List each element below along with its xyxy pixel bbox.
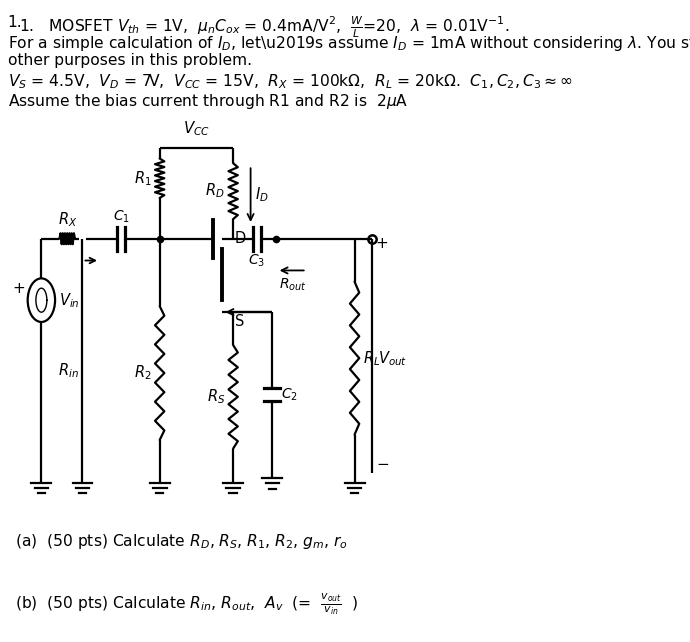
Text: $R_S$: $R_S$ — [207, 388, 225, 406]
Text: $V_{out}$: $V_{out}$ — [378, 349, 407, 367]
Text: $R_2$: $R_2$ — [134, 364, 152, 383]
Text: $R_1$: $R_1$ — [134, 169, 152, 187]
Text: $R_D$: $R_D$ — [206, 182, 225, 200]
Text: $R_X$: $R_X$ — [57, 210, 77, 229]
Text: $C_3$: $C_3$ — [248, 252, 266, 269]
Text: +: + — [376, 236, 388, 251]
Text: 1.: 1. — [8, 15, 22, 30]
Text: Assume the bias current through R1 and R2 is  2$\mu$A: Assume the bias current through R1 and R… — [8, 92, 408, 111]
Text: D: D — [235, 231, 246, 247]
Text: $C_2$: $C_2$ — [281, 386, 298, 403]
Text: (b)  (50 pts) Calculate $R_{in}$, $R_{out}$,  $A_v$  (=  $\frac{v_{out}}{v_{in}}: (b) (50 pts) Calculate $R_{in}$, $R_{out… — [15, 592, 359, 617]
Text: 1.   MOSFET $V_{th}$ = 1V,  $\mu_n C_{ox}$ = 0.4mA/V$^2$,  $\frac{W}{L}$=20,  $\: 1. MOSFET $V_{th}$ = 1V, $\mu_n C_{ox}$ … — [19, 15, 509, 40]
Text: (a)  (50 pts) Calculate $R_D$, $R_S$, $R_1$, $R_2$, $g_m$, $r_o$: (a) (50 pts) Calculate $R_D$, $R_S$, $R_… — [15, 532, 348, 551]
Text: $C_1$: $C_1$ — [112, 209, 130, 225]
Text: For a simple calculation of $I_D$, let\u2019s assume $I_D$ = 1mA without conside: For a simple calculation of $I_D$, let\u… — [8, 34, 690, 53]
Text: $-$: $-$ — [376, 455, 389, 470]
Text: $R_{in}$: $R_{in}$ — [58, 361, 79, 380]
Text: S: S — [235, 314, 244, 329]
Text: +: + — [12, 281, 26, 296]
Text: $V_{CC}$: $V_{CC}$ — [183, 119, 210, 137]
Text: $I_D$: $I_D$ — [255, 186, 268, 204]
Text: $V_{in}$: $V_{in}$ — [59, 291, 79, 309]
Text: $V_S$ = 4.5V,  $V_D$ = 7V,  $V_{CC}$ = 15V,  $R_X$ = 100k$\Omega$,  $R_L$ = 20k$: $V_S$ = 4.5V, $V_D$ = 7V, $V_{CC}$ = 15V… — [8, 73, 573, 91]
Text: other purposes in this problem.: other purposes in this problem. — [8, 53, 252, 68]
Text: $R_L$: $R_L$ — [363, 349, 380, 367]
Text: $R_{out}$: $R_{out}$ — [279, 277, 307, 293]
